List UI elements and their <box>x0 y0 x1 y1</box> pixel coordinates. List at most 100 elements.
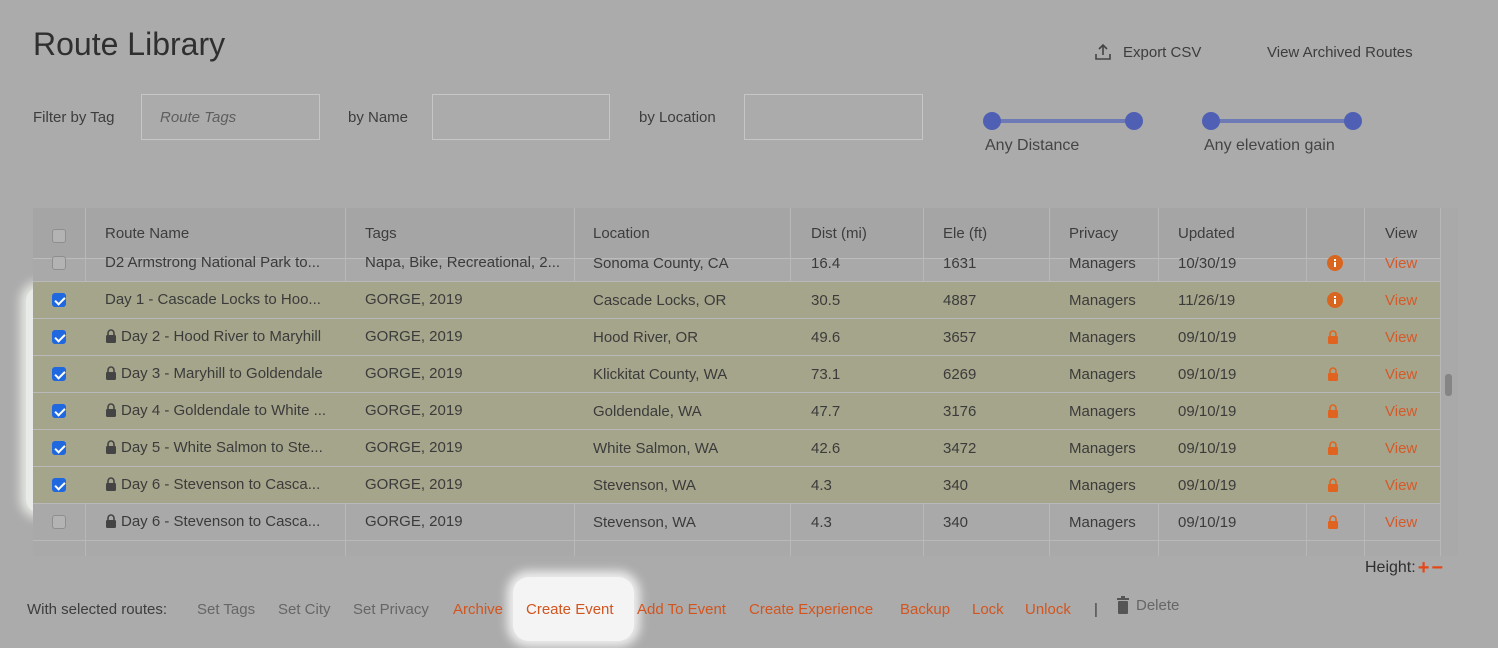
set-tags-action[interactable]: Set Tags <box>197 601 256 618</box>
lock-action[interactable]: Lock <box>972 601 1004 618</box>
updated-cell: 10/30/19 <box>1178 254 1237 272</box>
lock-icon[interactable] <box>1327 467 1339 503</box>
row-checkbox[interactable] <box>52 330 66 344</box>
lock-icon[interactable] <box>1327 393 1339 429</box>
route-name-cell[interactable]: Day 4 - Goldendale to White ... <box>105 393 341 429</box>
table-row[interactable]: D2 Armstrong National Park to... Napa, Bi… <box>33 245 1440 282</box>
route-name-cell[interactable]: D2 Armstrong National Park to... <box>105 245 341 281</box>
lock-icon <box>106 477 116 492</box>
route-name-text: Day 3 - Maryhill to Goldendale <box>121 365 323 382</box>
info-icon[interactable] <box>1327 245 1343 281</box>
row-checkbox[interactable] <box>52 293 66 307</box>
column-elevation[interactable]: Ele (ft) <box>943 224 988 242</box>
table-row[interactable]: Day 6 - Stevenson to Casca... GORGE, 2019… <box>33 504 1440 541</box>
elevation-cell: 3472 <box>943 439 977 457</box>
view-link[interactable]: View <box>1385 291 1418 309</box>
backup-action[interactable]: Backup <box>900 601 951 618</box>
add-to-event-action[interactable]: Add To Event <box>637 601 726 618</box>
select-all-checkbox[interactable] <box>52 229 66 243</box>
route-name-text: Day 2 - Hood River to Maryhill <box>121 328 322 345</box>
set-city-action[interactable]: Set City <box>278 601 331 618</box>
elevation-label: Any elevation gain <box>1204 137 1335 154</box>
elevation-slider-track <box>1210 119 1354 123</box>
route-tags-input[interactable] <box>141 94 320 140</box>
lock-icon[interactable] <box>1327 504 1339 540</box>
view-link[interactable]: View <box>1385 476 1418 494</box>
column-updated[interactable]: Updated <box>1178 224 1235 242</box>
view-link[interactable]: View <box>1385 513 1418 531</box>
column-distance[interactable]: Dist (mi) <box>811 224 867 242</box>
column-tags[interactable]: Tags <box>365 224 397 242</box>
distance-cell: 49.6 <box>811 328 841 346</box>
route-name-cell[interactable]: Day 6 - Stevenson to Casca... <box>105 467 341 503</box>
actions-separator: | <box>1094 601 1098 618</box>
lock-icon[interactable] <box>1327 430 1339 466</box>
table-row[interactable]: Day 3 - Maryhill to Goldendale GORGE, 201… <box>33 356 1440 393</box>
route-name-cell[interactable]: Day 1 - Cascade Locks to Hoo... <box>105 282 341 318</box>
updated-cell: 09/10/19 <box>1178 476 1237 494</box>
route-name-cell[interactable]: Day 5 - White Salmon to Ste... <box>105 430 341 466</box>
info-icon[interactable] <box>1327 282 1343 318</box>
row-checkbox[interactable] <box>52 478 66 492</box>
elevation-max-handle[interactable] <box>1344 112 1362 130</box>
tags-cell: GORGE, 2019 <box>365 328 463 345</box>
distance-cell: 30.5 <box>811 291 841 309</box>
table-scrollbar[interactable] <box>1445 374 1452 396</box>
trash-icon <box>1117 596 1129 614</box>
table-row[interactable]: Day 2 - Hood River to Maryhill GORGE, 201… <box>33 319 1440 356</box>
table-row[interactable]: Day 5 - White Salmon to Ste... GORGE, 201… <box>33 430 1440 467</box>
route-name-cell[interactable]: Day 2 - Hood River to Maryhill <box>105 319 341 355</box>
elevation-cell: 6269 <box>943 365 977 383</box>
set-privacy-action[interactable]: Set Privacy <box>353 601 429 618</box>
row-checkbox[interactable] <box>52 256 66 270</box>
table-row[interactable]: Day 4 - Goldendale to White ... GORGE, 20… <box>33 393 1440 430</box>
create-experience-action[interactable]: Create Experience <box>749 601 874 618</box>
privacy-cell: Managers <box>1069 513 1136 531</box>
create-event-action[interactable]: Create Event <box>526 601 614 618</box>
route-name-cell[interactable]: Day 6 - Stevenson to Casca... <box>105 504 341 540</box>
route-location-input[interactable] <box>744 94 923 140</box>
filter-tag-label: Filter by Tag <box>33 109 115 126</box>
height-increase-button[interactable]: + <box>1417 557 1430 579</box>
row-checkbox[interactable] <box>52 367 66 381</box>
distance-range-slider[interactable] <box>983 110 1143 132</box>
elevation-min-handle[interactable] <box>1202 112 1220 130</box>
unlock-action[interactable]: Unlock <box>1025 601 1071 618</box>
route-name-text: Day 6 - Stevenson to Casca... <box>121 513 321 530</box>
tags-cell: GORGE, 2019 <box>365 365 463 382</box>
row-checkbox[interactable] <box>52 441 66 455</box>
row-checkbox[interactable] <box>52 404 66 418</box>
upload-icon <box>1095 43 1111 60</box>
elevation-cell: 340 <box>943 476 969 494</box>
column-privacy[interactable]: Privacy <box>1069 224 1119 242</box>
elevation-range-slider[interactable] <box>1202 110 1362 132</box>
route-name-text: D2 Armstrong National Park to... <box>105 254 321 271</box>
privacy-cell: Managers <box>1069 439 1136 457</box>
table-row[interactable]: Day 6 - Stevenson to Casca... GORGE, 2019… <box>33 467 1440 504</box>
privacy-cell: Managers <box>1069 254 1136 272</box>
delete-action[interactable]: Delete <box>1116 596 1179 614</box>
height-decrease-button[interactable]: − <box>1431 557 1444 579</box>
table-row[interactable]: Day 1 - Cascade Locks to Hoo... GORGE, 20… <box>33 282 1440 319</box>
distance-max-handle[interactable] <box>1125 112 1143 130</box>
route-name-cell[interactable]: Day 3 - Maryhill to Goldendale <box>105 356 341 392</box>
updated-cell: 09/10/19 <box>1178 402 1237 420</box>
distance-min-handle[interactable] <box>983 112 1001 130</box>
lock-icon[interactable] <box>1327 356 1339 392</box>
row-checkbox[interactable] <box>52 515 66 529</box>
view-link[interactable]: View <box>1385 439 1418 457</box>
lock-icon[interactable] <box>1327 319 1339 355</box>
view-link[interactable]: View <box>1385 328 1418 346</box>
view-link[interactable]: View <box>1385 254 1418 272</box>
export-csv-button[interactable]: Export CSV <box>1093 42 1201 62</box>
route-name-input[interactable] <box>432 94 610 140</box>
view-link[interactable]: View <box>1385 402 1418 420</box>
view-link[interactable]: View <box>1385 365 1418 383</box>
column-location[interactable]: Location <box>593 224 650 242</box>
column-route-name[interactable]: Route Name <box>105 224 190 242</box>
column-divider <box>1440 208 1441 556</box>
archive-action[interactable]: Archive <box>453 601 504 618</box>
view-archived-routes-link[interactable]: View Archived Routes <box>1267 44 1413 61</box>
distance-cell: 4.3 <box>811 513 832 531</box>
lock-icon <box>106 366 116 381</box>
